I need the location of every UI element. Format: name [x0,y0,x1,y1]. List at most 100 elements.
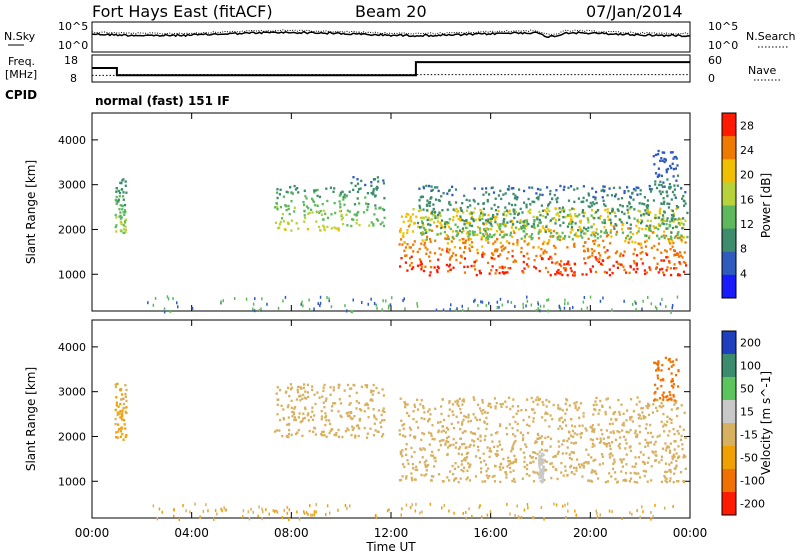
speckle-cell [654,503,656,507]
noise-tick-high-right: 10^5 [708,20,738,33]
echo-cell [606,194,609,197]
echo-cell [562,474,565,477]
x-tick-label: 16:00 [473,526,508,540]
echo-cell [448,401,451,404]
echo-cell [462,229,465,232]
echo-cell [670,214,673,217]
echo-cell [671,245,674,248]
speckle-cell [258,309,261,313]
echo-cell [638,414,641,417]
freq-tick-high: 18 [64,54,78,67]
echo-cell [121,188,124,191]
speckle-cell [388,508,390,512]
echo-cell [664,249,667,252]
echo-cell [570,215,573,218]
echo-cell [673,184,676,187]
echo-cell [673,236,676,239]
echo-cell [554,252,557,256]
echo-cell [355,407,358,410]
echo-cell [536,396,539,399]
echo-cell [313,426,316,430]
echo-cell [360,179,363,183]
echo-cell [383,208,386,212]
echo-cell [333,201,336,205]
echo-cell [403,423,406,426]
echo-cell [593,233,596,236]
echo-cell [495,269,498,272]
speckle-cell [410,506,412,510]
echo-cell [585,429,588,432]
echo-cell [322,386,325,389]
speckle-cell [326,504,329,508]
echo-cell [633,262,636,265]
speckle-cell [163,310,166,314]
echo-cell [614,477,617,481]
echo-cell [573,188,576,191]
echo-cell [308,211,311,214]
speckle-cell [216,512,218,516]
speckle-cell [526,503,529,506]
echo-cell [412,243,415,246]
echo-cell [599,235,602,238]
echo-cell [675,267,678,270]
echo-cell [437,199,440,202]
echo-cell [543,459,547,462]
echo-cell [505,473,508,476]
colorbar-tick-label: 8 [740,243,747,256]
echo-cell [558,214,561,218]
echo-cell [560,416,563,419]
echo-cell [486,200,489,203]
echo-cell [573,274,576,277]
echo-region [416,184,689,241]
echo-cell [561,409,564,412]
echo-cell [318,195,322,199]
echo-cell [514,439,517,443]
echo-cell [608,456,611,459]
echo-cell [116,436,119,439]
speckle-cell [319,295,322,299]
echo-cell [410,220,413,223]
echo-cell [303,203,306,207]
echo-cell [544,266,548,270]
speckle-cell [543,517,545,521]
echo-cell [597,216,600,220]
echo-cell [470,212,473,215]
echo-cell [302,393,305,397]
echo-cell [445,221,448,224]
speckle-cell [272,509,275,512]
echo-cell [348,394,351,398]
echo-cell [490,252,494,255]
echo-cell [619,252,622,255]
speckle-cell [375,516,377,520]
echo-cell [314,189,317,192]
echo-cell [455,415,458,418]
echo-cell [471,439,474,442]
echo-cell [594,470,597,473]
echo-cell [443,222,447,226]
speckle-cell [596,515,599,519]
echo-cell [673,440,676,443]
echo-cell [525,218,529,222]
echo-cell [548,400,551,403]
echo-cell [533,411,536,414]
echo-cell [530,396,533,400]
echo-cell [499,468,502,471]
echo-cell [623,191,626,195]
echo-cell [591,438,594,442]
echo-cell [594,270,598,274]
echo-cell [467,235,470,238]
echo-cell [623,190,626,193]
echo-cell [502,466,505,469]
echo-cell [495,453,498,456]
echo-cell [476,251,479,255]
echo-cell [533,259,536,262]
echo-cell [508,209,511,212]
echo-cell [447,414,450,418]
echo-cell [490,433,493,437]
echo-cell [123,423,126,426]
echo-cell [676,429,679,433]
echo-cell [635,262,638,265]
echo-cell [654,216,657,220]
echo-cell [645,239,649,242]
echo-cell [459,437,462,440]
